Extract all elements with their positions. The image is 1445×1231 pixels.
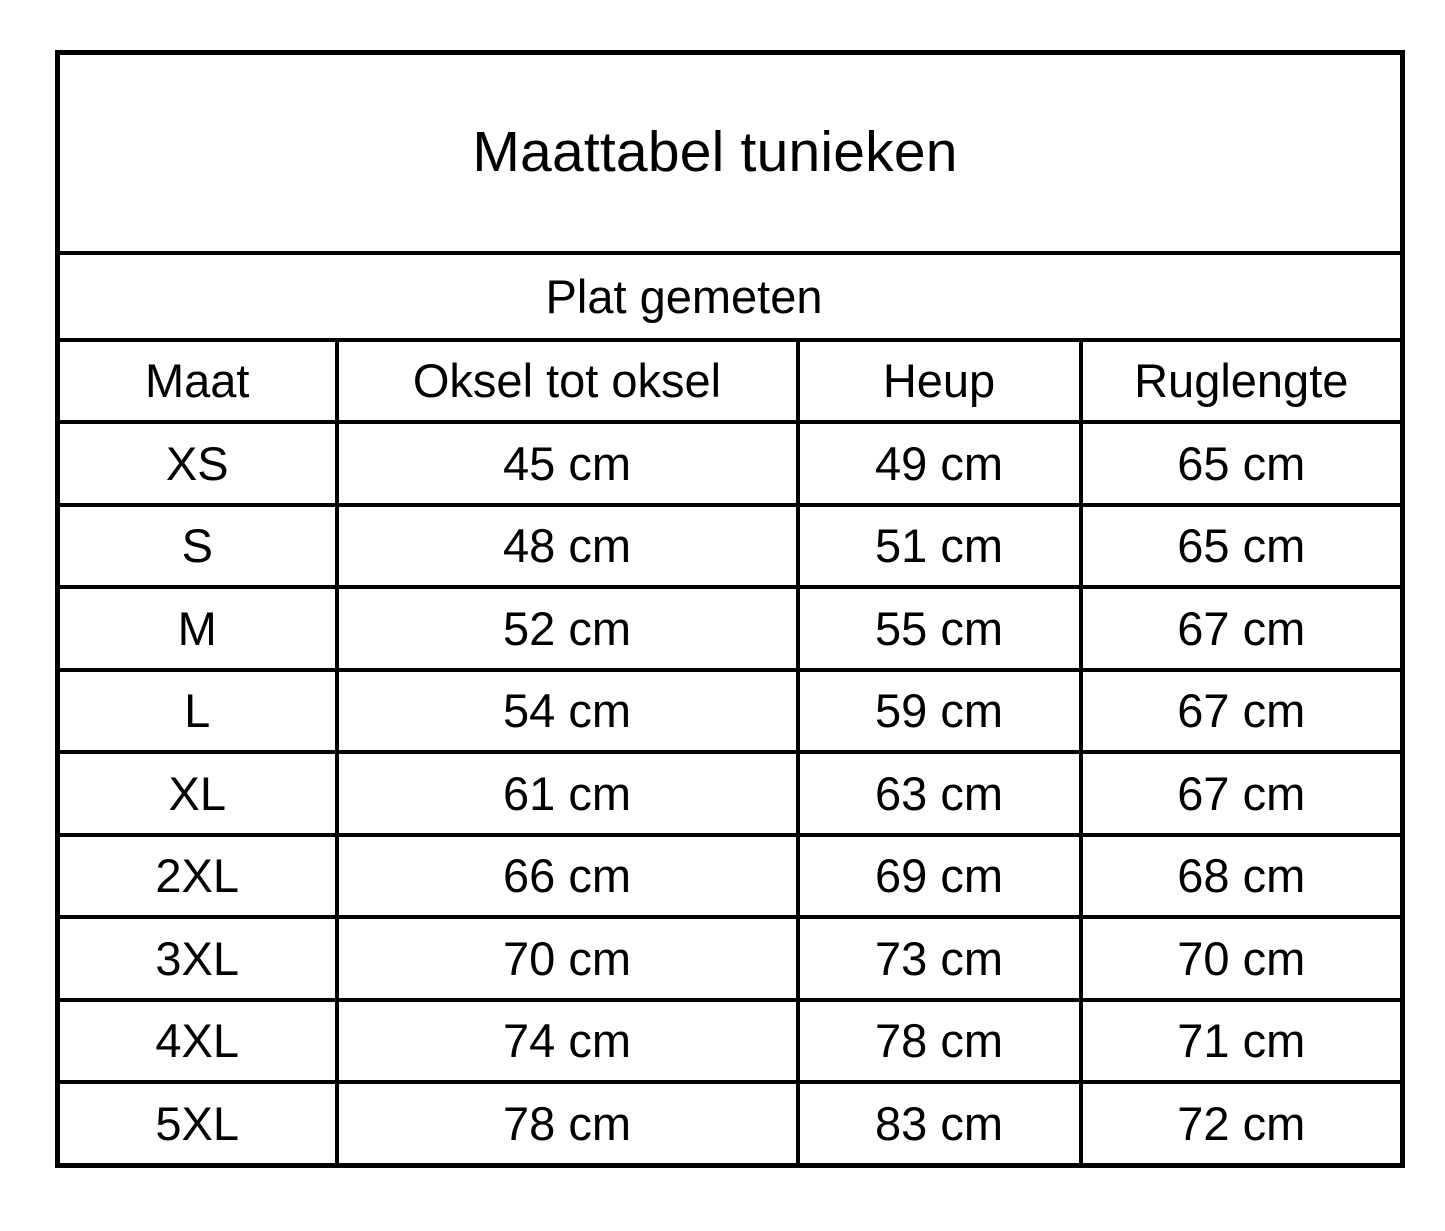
table-row: 2XL 66 cm 69 cm 68 cm <box>55 832 1405 920</box>
cell-heup: 69 cm <box>795 832 1083 920</box>
cell-heup: 83 cm <box>795 1080 1083 1168</box>
cell-maat: XL <box>55 750 339 837</box>
column-header-oksel-tot-oksel: Oksel tot oksel <box>334 337 800 425</box>
cell-heup: 55 cm <box>795 585 1083 672</box>
table-row: S 48 cm 51 cm 65 cm <box>55 502 1405 590</box>
table-row: 5XL 78 cm 83 cm 72 cm <box>55 1080 1405 1168</box>
measurement-note: Plat gemeten <box>55 251 1405 342</box>
column-header-ruglengte: Ruglengte <box>1078 337 1405 425</box>
cell-maat: 3XL <box>55 915 339 1002</box>
cell-heup: 63 cm <box>795 750 1083 837</box>
cell-maat: XS <box>55 420 339 507</box>
page-title: Maattabel tunieken <box>55 50 1405 256</box>
table-row: 3XL 70 cm 73 cm 70 cm <box>55 915 1405 1002</box>
cell-ruglengte: 68 cm <box>1078 832 1405 920</box>
cell-ruglengte: 67 cm <box>1078 667 1405 755</box>
cell-heup: 49 cm <box>795 420 1083 507</box>
cell-maat: 2XL <box>55 832 339 920</box>
cell-oksel-tot-oksel: 78 cm <box>334 1080 800 1168</box>
cell-maat: S <box>55 502 339 590</box>
cell-ruglengte: 65 cm <box>1078 502 1405 590</box>
cell-ruglengte: 70 cm <box>1078 915 1405 1002</box>
table-body: Maattabel tunieken Plat gemeten Maat Oks… <box>55 50 1405 1168</box>
cell-oksel-tot-oksel: 52 cm <box>334 585 800 672</box>
table-row: L 54 cm 59 cm 67 cm <box>55 667 1405 755</box>
cell-ruglengte: 67 cm <box>1078 585 1405 672</box>
column-header-heup: Heup <box>795 337 1083 425</box>
table-header-row: Maat Oksel tot oksel Heup Ruglengte <box>55 337 1405 425</box>
measurement-note-text: Plat gemeten <box>545 269 823 323</box>
subtitle-row: Plat gemeten <box>55 251 1405 342</box>
cell-oksel-tot-oksel: 48 cm <box>334 502 800 590</box>
table-row: 4XL 74 cm 78 cm 71 cm <box>55 997 1405 1085</box>
cell-maat: M <box>55 585 339 672</box>
cell-ruglengte: 72 cm <box>1078 1080 1405 1168</box>
cell-oksel-tot-oksel: 45 cm <box>334 420 800 507</box>
cell-maat: 4XL <box>55 997 339 1085</box>
size-chart-table: Maattabel tunieken Plat gemeten Maat Oks… <box>55 50 1406 1168</box>
table-row: XS 45 cm 49 cm 65 cm <box>55 420 1405 507</box>
cell-oksel-tot-oksel: 54 cm <box>334 667 800 755</box>
cell-oksel-tot-oksel: 74 cm <box>334 997 800 1085</box>
title-row: Maattabel tunieken <box>55 50 1405 256</box>
cell-heup: 73 cm <box>795 915 1083 1002</box>
cell-heup: 59 cm <box>795 667 1083 755</box>
table-row: XL 61 cm 63 cm 67 cm <box>55 750 1405 837</box>
cell-heup: 51 cm <box>795 502 1083 590</box>
cell-oksel-tot-oksel: 61 cm <box>334 750 800 837</box>
cell-ruglengte: 65 cm <box>1078 420 1405 507</box>
page-title-text: Maattabel tunieken <box>472 120 958 185</box>
cell-maat: L <box>55 667 339 755</box>
cell-maat: 5XL <box>55 1080 339 1168</box>
cell-oksel-tot-oksel: 70 cm <box>334 915 800 1002</box>
cell-oksel-tot-oksel: 66 cm <box>334 832 800 920</box>
cell-ruglengte: 67 cm <box>1078 750 1405 837</box>
table-row: M 52 cm 55 cm 67 cm <box>55 585 1405 672</box>
cell-heup: 78 cm <box>795 997 1083 1085</box>
cell-ruglengte: 71 cm <box>1078 997 1405 1085</box>
column-header-maat: Maat <box>55 337 339 425</box>
